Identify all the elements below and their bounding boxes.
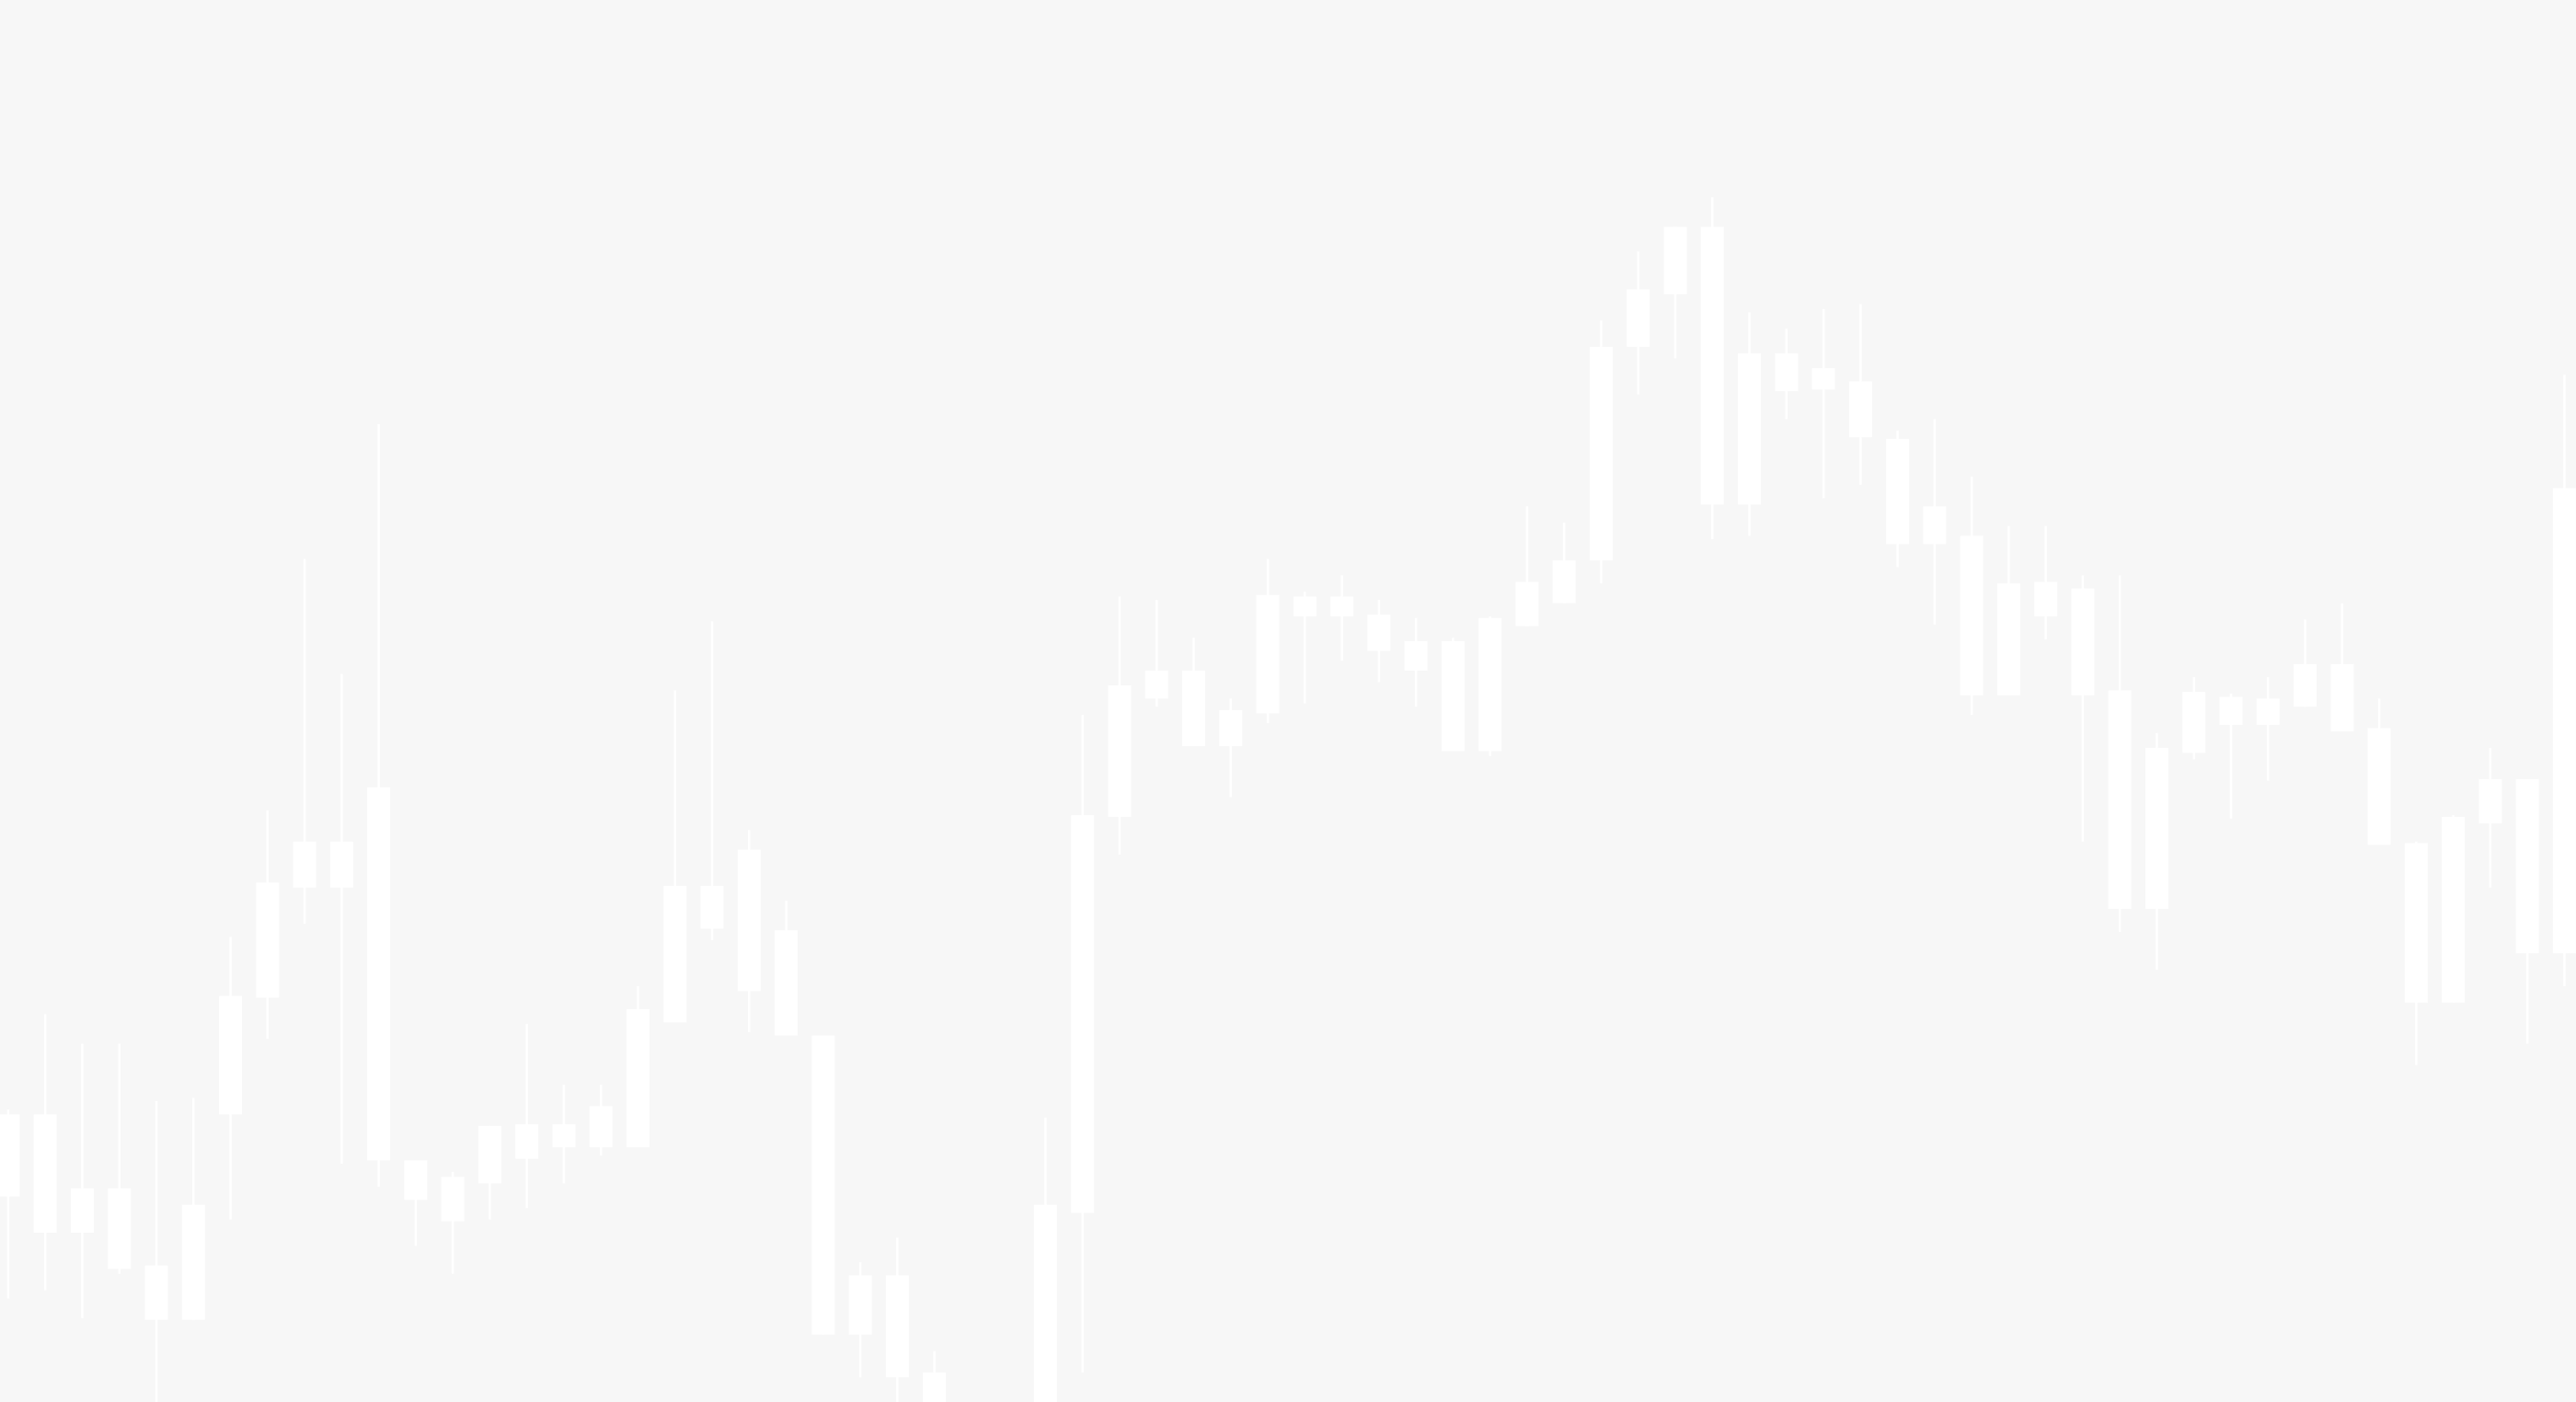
candle-body: [1033, 1204, 1057, 1402]
candle-body: [1811, 368, 1835, 390]
candle-body: [1848, 381, 1872, 438]
candle-body: [737, 849, 761, 992]
candle-body: [329, 841, 353, 888]
candle-body: [589, 1106, 613, 1148]
candle-body: [2552, 488, 2576, 954]
candle-body: [2442, 816, 2466, 1003]
candle-body: [33, 1114, 57, 1233]
candle-body: [1256, 594, 1280, 714]
candle-body: [700, 885, 724, 929]
candle-body: [1404, 640, 1428, 671]
candle-body: [0, 1114, 20, 1197]
candle-body: [1219, 709, 1243, 747]
candle-body: [256, 882, 280, 998]
candle-body: [477, 1125, 501, 1184]
candle-body: [1515, 581, 1539, 626]
candle-body: [1071, 815, 1095, 1213]
candle-body: [1738, 353, 1762, 505]
candle-body: [108, 1188, 132, 1270]
candle-body: [367, 787, 391, 1161]
candle-body: [2330, 663, 2354, 732]
candle-body: [1293, 596, 1317, 616]
candle-body: [1144, 670, 1168, 699]
candle-body: [663, 885, 687, 1023]
candle-body: [70, 1188, 94, 1233]
candle-body: [2182, 692, 2206, 753]
candle-body: [811, 1035, 835, 1335]
candle-body: [1441, 640, 1465, 752]
candle-body: [1367, 615, 1391, 651]
candle-body: [1886, 439, 1910, 545]
candle-body: [2071, 588, 2095, 695]
candle-body: [441, 1177, 465, 1222]
candle-body: [1960, 535, 1984, 695]
candle-body: [2034, 581, 2058, 616]
candle-body: [404, 1160, 428, 1201]
candle-body: [1589, 346, 1613, 561]
candle-body: [515, 1124, 539, 1159]
candle-body: [848, 1275, 872, 1335]
candle-body: [1330, 596, 1354, 616]
candle-body: [1182, 670, 1205, 747]
candle-body: [2256, 698, 2280, 725]
candle-body: [2219, 696, 2243, 725]
candle-body: [2404, 843, 2428, 1003]
candle-body: [2367, 728, 2391, 845]
candle-body: [923, 1372, 947, 1402]
candle-body: [626, 1008, 650, 1148]
candle-body: [1108, 685, 1132, 817]
candle-body: [552, 1124, 576, 1148]
candle-body: [775, 930, 799, 1036]
candle-body: [144, 1265, 168, 1320]
candle-body: [1775, 353, 1799, 392]
candle-body: [1552, 560, 1576, 603]
candle-body: [2478, 778, 2502, 824]
candle-body: [885, 1275, 909, 1378]
candle-body: [1478, 617, 1502, 752]
candle-body: [181, 1204, 205, 1320]
candle-body: [1996, 583, 2020, 695]
candle-body: [1627, 289, 1650, 347]
candle-body: [1700, 226, 1724, 505]
candle-body: [1663, 226, 1687, 294]
candle-body: [219, 995, 243, 1115]
candle-body: [2145, 747, 2168, 910]
candle-body: [2515, 778, 2539, 954]
candle-body: [2108, 690, 2132, 910]
candle-body: [1923, 506, 1947, 545]
candle-body: [2294, 663, 2317, 707]
candle-body: [293, 841, 316, 888]
